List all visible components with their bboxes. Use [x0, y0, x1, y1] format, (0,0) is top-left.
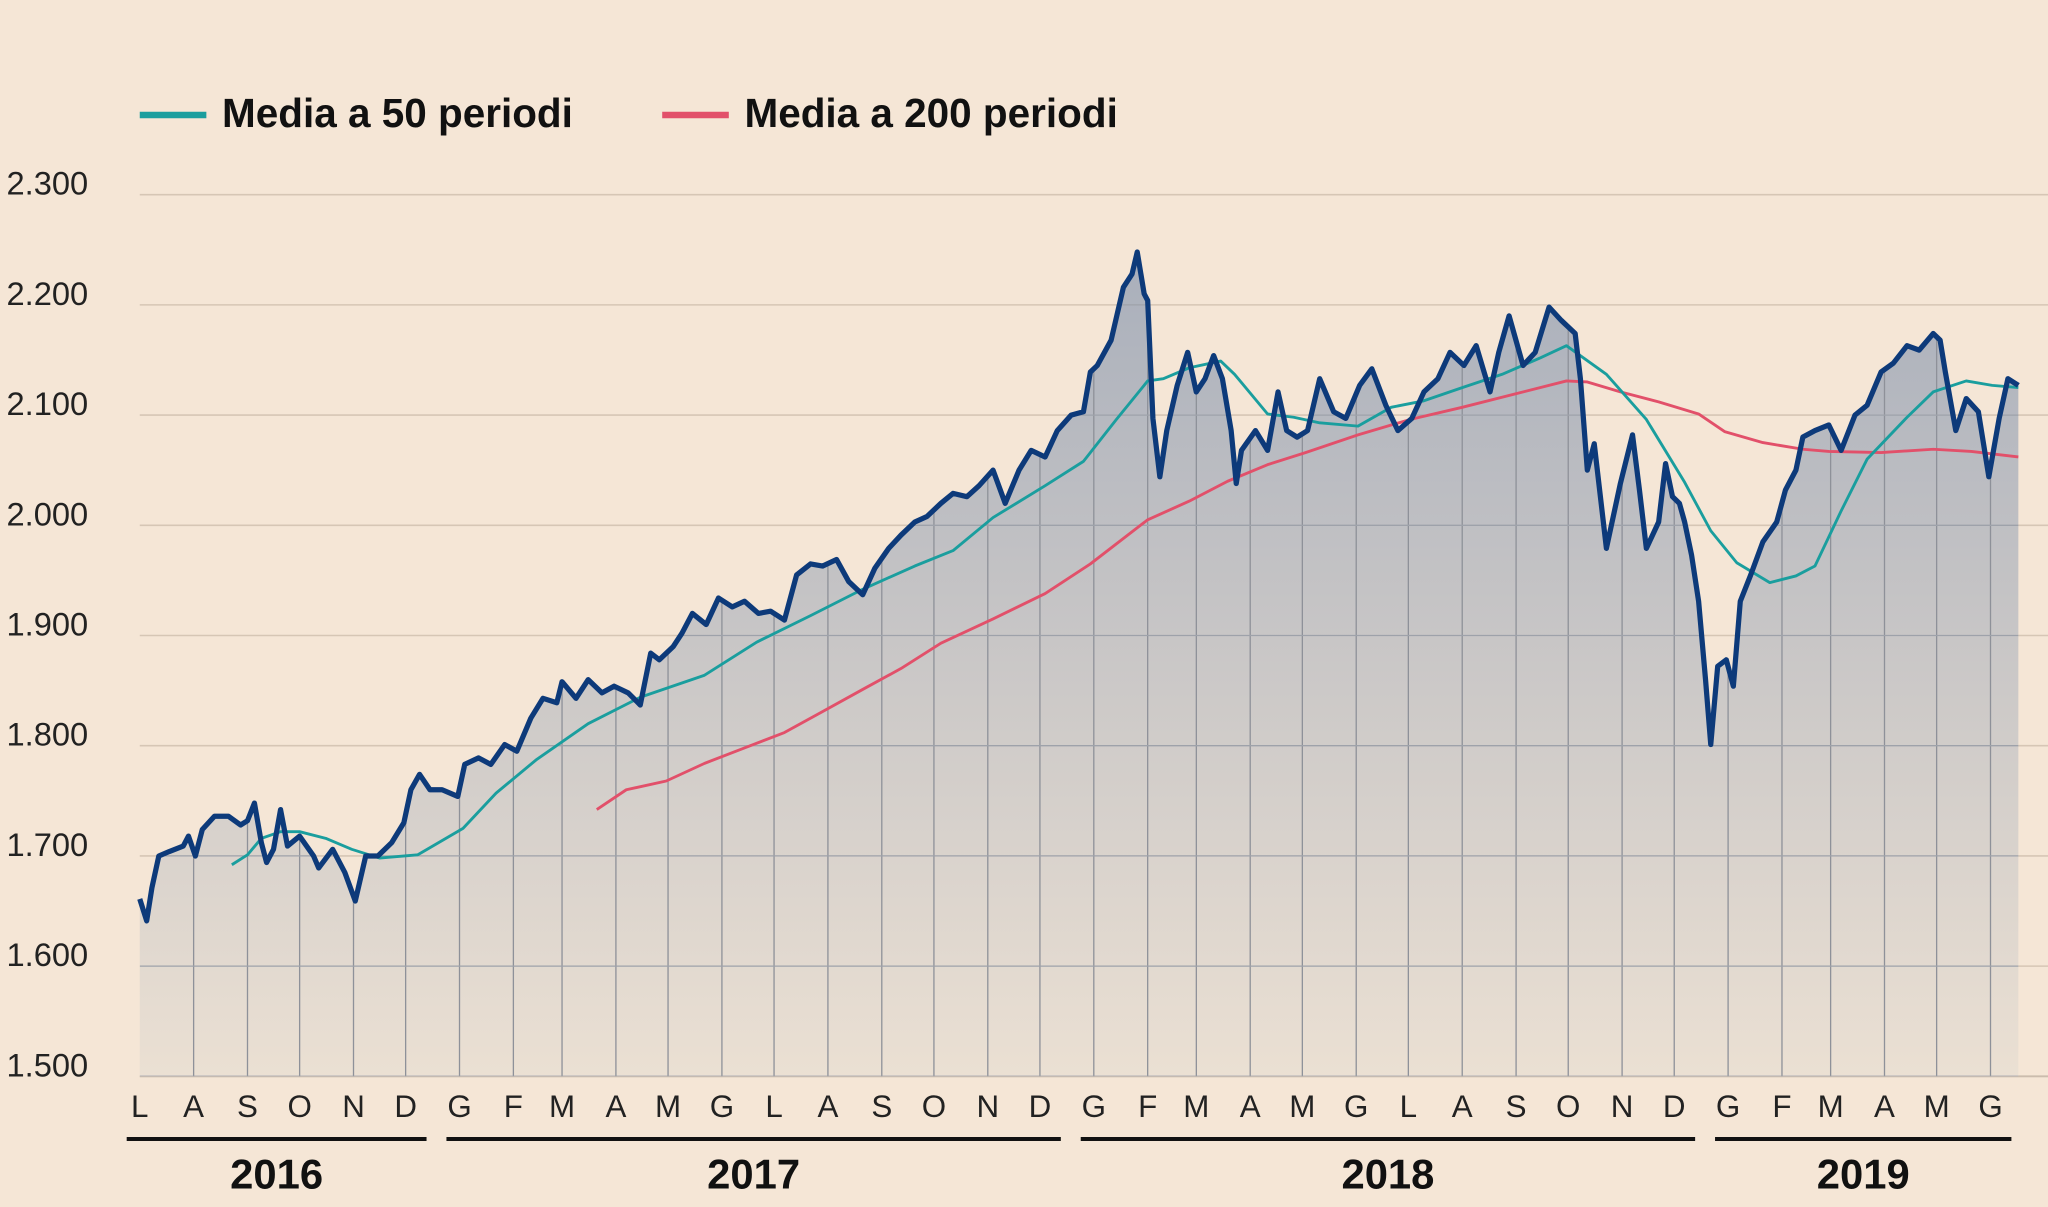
ma200-line: [595, 379, 2019, 811]
x-tick-label: A: [1240, 1089, 1261, 1124]
x-tick-label: M: [1818, 1089, 1844, 1124]
y-tick-label: 1.500: [7, 1046, 89, 1083]
legend-label-ma200: Media a 200 periodi: [744, 90, 1117, 136]
y-tick-label: 2.200: [7, 275, 89, 312]
x-tick-label: A: [183, 1089, 204, 1124]
x-tick-label: L: [131, 1089, 148, 1124]
x-tick-label: O: [1556, 1089, 1580, 1124]
year-label: 2016: [230, 1151, 323, 1198]
x-tick-label: S: [237, 1089, 258, 1124]
x-tick-label: A: [1452, 1089, 1473, 1124]
legend-label-ma50: Media a 50 periodi: [222, 90, 573, 136]
x-tick-label: A: [817, 1089, 838, 1124]
x-tick-label: N: [1611, 1089, 1634, 1124]
year-label: 2017: [707, 1151, 800, 1198]
x-tick-label: O: [922, 1089, 946, 1124]
x-tick-label: D: [1029, 1089, 1052, 1124]
y-tick-label: 2.300: [7, 165, 89, 202]
x-tick-label: M: [1289, 1089, 1315, 1124]
y-tick-label: 1.600: [7, 936, 89, 973]
y-tick-label: 1.700: [7, 826, 89, 863]
x-tick-label: F: [504, 1089, 523, 1124]
y-axis-ticks: 1.500 1.600 1.700 1.800 1.900 2.000 2.100 2.200…: [7, 165, 89, 1084]
x-tick-label: M: [549, 1089, 575, 1124]
year-label: 2019: [1817, 1151, 1910, 1198]
x-tick-label: S: [871, 1089, 892, 1124]
x-axis-year-labels: 2016 2017 2018 2019: [126, 1137, 2012, 1198]
x-tick-label: O: [287, 1089, 311, 1124]
x-tick-label: N: [976, 1089, 999, 1124]
x-tick-label: D: [1663, 1089, 1686, 1124]
price-line: [137, 249, 2020, 924]
x-tick-label: A: [1874, 1089, 1895, 1124]
x-tick-label: G: [1716, 1089, 1740, 1124]
x-tick-label: G: [1344, 1089, 1368, 1124]
x-tick-label: F: [1138, 1089, 1157, 1124]
x-tick-label: L: [765, 1089, 782, 1124]
x-tick-label: A: [605, 1089, 626, 1124]
x-tick-label: D: [394, 1089, 417, 1124]
x-tick-label: F: [1772, 1089, 1791, 1124]
x-tick-label: G: [710, 1089, 734, 1124]
ma50-line: [231, 344, 2019, 866]
x-tick-label: G: [1978, 1089, 2002, 1124]
x-tick-label: L: [1400, 1089, 1417, 1124]
x-tick-label: M: [1183, 1089, 1209, 1124]
x-tick-label: G: [447, 1089, 471, 1124]
y-tick-label: 1.900: [7, 606, 89, 643]
x-tick-label: G: [1082, 1089, 1106, 1124]
y-tick-label: 1.800: [7, 716, 89, 753]
legend: Media a 50 periodi Media a 200 periodi: [139, 90, 1118, 136]
x-tick-label: M: [1924, 1089, 1950, 1124]
x-tick-label: S: [1506, 1089, 1527, 1124]
y-tick-label: 2.100: [7, 385, 89, 422]
y-tick-label: 2.000: [7, 495, 89, 532]
year-label: 2018: [1341, 1151, 1434, 1198]
x-tick-label: N: [342, 1089, 365, 1124]
x-tick-label: M: [655, 1089, 681, 1124]
price-area-fill: [139, 252, 2019, 1077]
